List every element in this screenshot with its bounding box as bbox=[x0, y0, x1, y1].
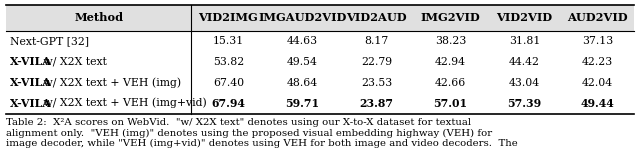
Text: VID2VID: VID2VID bbox=[497, 12, 552, 23]
Text: 57.39: 57.39 bbox=[508, 98, 541, 109]
Text: 42.66: 42.66 bbox=[435, 78, 466, 87]
Text: 43.04: 43.04 bbox=[509, 78, 540, 87]
Text: IMGAUD2VID: IMGAUD2VID bbox=[259, 12, 347, 23]
Text: AUD2VID: AUD2VID bbox=[567, 12, 628, 23]
Text: 53.82: 53.82 bbox=[213, 57, 244, 67]
Text: 49.54: 49.54 bbox=[287, 57, 318, 67]
Text: 48.64: 48.64 bbox=[287, 78, 318, 87]
Text: 59.71: 59.71 bbox=[285, 98, 319, 109]
Text: 42.04: 42.04 bbox=[582, 78, 613, 87]
Text: Next-GPT [32]: Next-GPT [32] bbox=[10, 36, 89, 46]
Text: Table 2:  X²A scores on WebVid.  "w/ X2X text" denotes using our X-to-X dataset : Table 2: X²A scores on WebVid. "w/ X2X t… bbox=[6, 118, 518, 148]
Text: 23.53: 23.53 bbox=[361, 78, 392, 87]
Text: 67.94: 67.94 bbox=[211, 98, 245, 109]
Text: X-VILA: X-VILA bbox=[10, 56, 52, 67]
Text: X-VILA: X-VILA bbox=[10, 77, 52, 88]
Text: 37.13: 37.13 bbox=[582, 36, 613, 46]
Text: 8.17: 8.17 bbox=[364, 36, 388, 46]
Text: 44.42: 44.42 bbox=[509, 57, 540, 67]
Text: Method: Method bbox=[74, 12, 124, 23]
Text: 67.40: 67.40 bbox=[213, 78, 244, 87]
Text: 57.01: 57.01 bbox=[433, 98, 468, 109]
Text: 15.31: 15.31 bbox=[213, 36, 244, 46]
Text: VID2AUD: VID2AUD bbox=[346, 12, 407, 23]
Text: w/ X2X text: w/ X2X text bbox=[40, 57, 107, 67]
Text: 38.23: 38.23 bbox=[435, 36, 466, 46]
Text: 49.44: 49.44 bbox=[580, 98, 614, 109]
Text: 42.94: 42.94 bbox=[435, 57, 466, 67]
Text: 22.79: 22.79 bbox=[361, 57, 392, 67]
Text: VID2IMG: VID2IMG bbox=[198, 12, 259, 23]
Text: IMG2VID: IMG2VID bbox=[420, 12, 481, 23]
Text: w/ X2X text + VEH (img+vid): w/ X2X text + VEH (img+vid) bbox=[40, 98, 207, 108]
Text: 44.63: 44.63 bbox=[287, 36, 318, 46]
Text: w/ X2X text + VEH (img): w/ X2X text + VEH (img) bbox=[40, 77, 182, 88]
Text: 42.23: 42.23 bbox=[582, 57, 613, 67]
Text: 31.81: 31.81 bbox=[509, 36, 540, 46]
Text: X-VILA: X-VILA bbox=[10, 98, 52, 109]
Text: 23.87: 23.87 bbox=[360, 98, 394, 109]
